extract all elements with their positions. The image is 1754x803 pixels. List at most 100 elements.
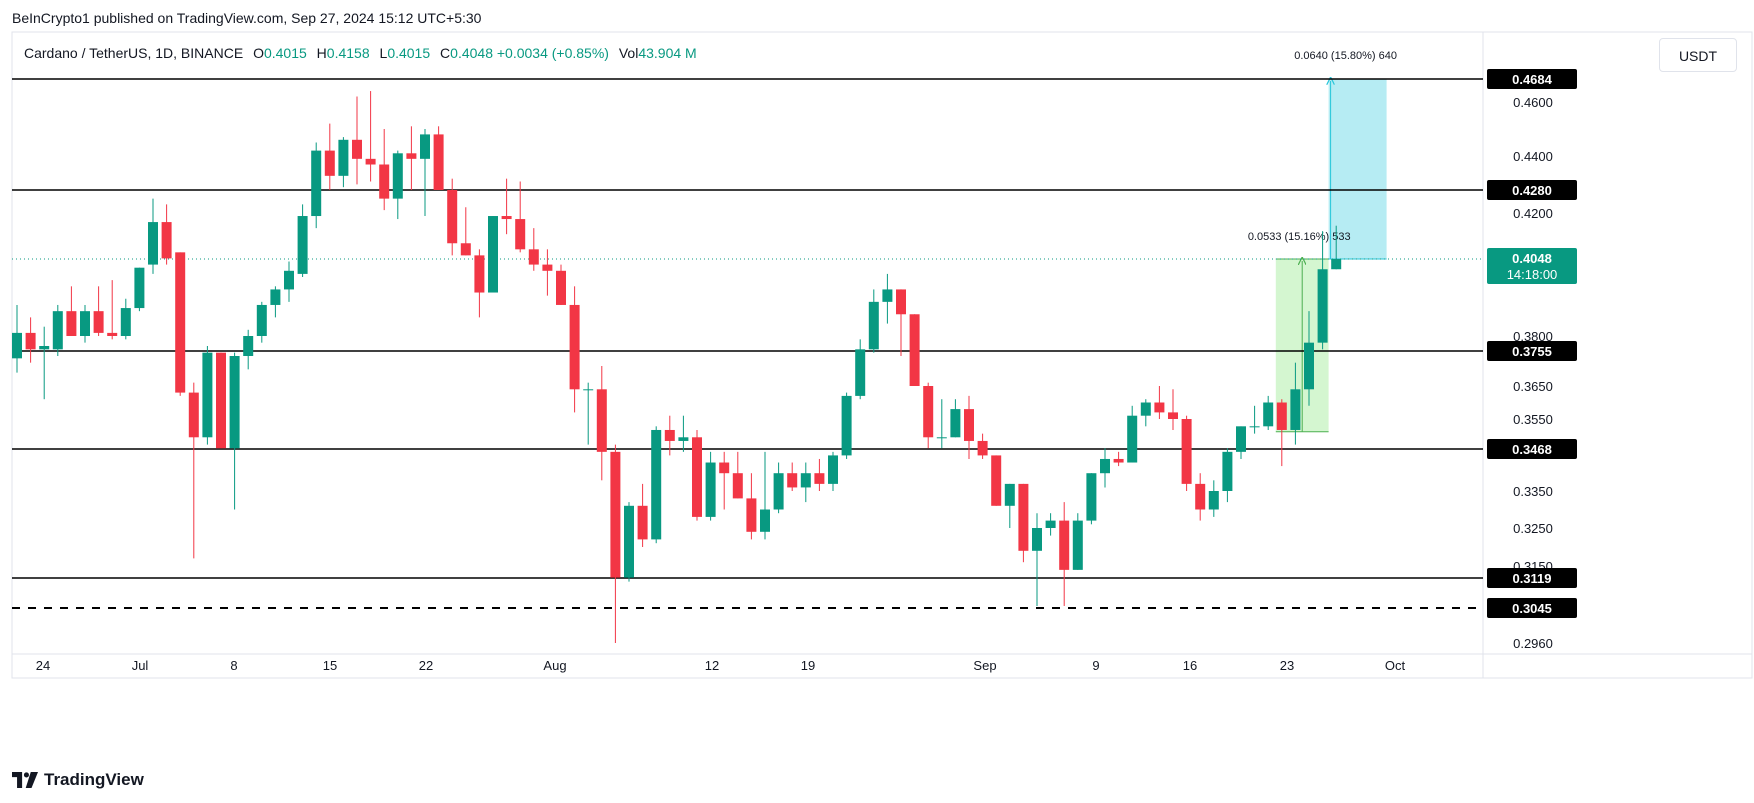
candle[interactable]	[243, 329, 254, 370]
candle[interactable]	[1168, 389, 1178, 430]
candle[interactable]	[760, 451, 770, 540]
candle[interactable]	[664, 415, 675, 456]
candle[interactable]	[1004, 483, 1015, 528]
candle[interactable]	[828, 451, 838, 491]
candle[interactable]	[365, 91, 376, 182]
candle[interactable]	[80, 304, 90, 343]
candle[interactable]	[1290, 362, 1301, 445]
candle[interactable]	[732, 451, 743, 499]
candle[interactable]	[610, 444, 621, 643]
candle[interactable]	[923, 382, 934, 449]
candle[interactable]	[583, 382, 594, 445]
candle[interactable]	[678, 415, 689, 452]
candle[interactable]	[379, 129, 390, 211]
candle[interactable]	[692, 429, 702, 521]
candle[interactable]	[420, 129, 430, 217]
candle[interactable]	[624, 502, 634, 582]
candle[interactable]	[270, 286, 281, 318]
candle[interactable]	[433, 126, 444, 190]
candle[interactable]	[1276, 399, 1287, 467]
candle[interactable]	[936, 399, 947, 449]
candle[interactable]	[406, 126, 417, 190]
candle[interactable]	[1331, 225, 1342, 270]
candle[interactable]	[746, 473, 757, 540]
candle[interactable]	[787, 462, 798, 491]
candle[interactable]	[719, 451, 730, 510]
candle[interactable]	[528, 228, 539, 271]
candle[interactable]	[1317, 231, 1328, 350]
candle[interactable]	[1086, 473, 1097, 525]
candle[interactable]	[1222, 448, 1233, 503]
candle[interactable]	[12, 304, 22, 373]
candle[interactable]	[1045, 513, 1056, 536]
candle[interactable]	[39, 326, 50, 400]
candle[interactable]	[855, 339, 866, 400]
candle[interactable]	[1154, 386, 1165, 419]
candle[interactable]	[1304, 311, 1314, 406]
candle[interactable]	[841, 392, 852, 459]
currency-button[interactable]: USDT	[1659, 38, 1737, 72]
candle[interactable]	[229, 352, 240, 510]
candle[interactable]	[1100, 448, 1110, 488]
candle[interactable]	[1072, 513, 1083, 570]
candle[interactable]	[1249, 405, 1260, 434]
candle[interactable]	[107, 280, 118, 340]
candle[interactable]	[800, 462, 811, 503]
candle[interactable]	[1113, 451, 1124, 467]
candle[interactable]	[651, 426, 662, 544]
candle[interactable]	[814, 458, 825, 491]
candle[interactable]	[1140, 399, 1151, 427]
candle[interactable]	[474, 249, 485, 318]
candle[interactable]	[134, 267, 145, 312]
candle[interactable]	[1018, 483, 1029, 563]
candle[interactable]	[52, 304, 63, 356]
candle[interactable]	[338, 137, 349, 188]
candle[interactable]	[637, 483, 648, 547]
candle[interactable]	[256, 301, 267, 343]
candle[interactable]	[991, 455, 1002, 506]
candle[interactable]	[460, 207, 471, 256]
candle[interactable]	[569, 286, 580, 413]
candle[interactable]	[1032, 513, 1042, 606]
candle[interactable]	[216, 352, 226, 449]
candle[interactable]	[515, 181, 526, 253]
candle[interactable]	[773, 462, 784, 514]
candle[interactable]	[93, 286, 104, 336]
candle[interactable]	[896, 289, 906, 356]
candle[interactable]	[501, 178, 512, 235]
candle[interactable]	[202, 346, 213, 445]
candle[interactable]	[1127, 405, 1138, 463]
candle[interactable]	[120, 298, 131, 340]
candle[interactable]	[324, 123, 335, 190]
candle[interactable]	[447, 178, 458, 256]
candle[interactable]	[1236, 426, 1246, 459]
candle[interactable]	[950, 399, 961, 438]
candle[interactable]	[705, 451, 716, 521]
candle[interactable]	[148, 198, 158, 274]
candle[interactable]	[488, 216, 498, 293]
candle[interactable]	[596, 366, 607, 481]
measure-range-cyan[interactable]	[1328, 79, 1387, 259]
candle[interactable]	[175, 252, 186, 396]
candle[interactable]	[1263, 395, 1274, 430]
candle[interactable]	[188, 382, 199, 559]
candle[interactable]	[1059, 502, 1070, 606]
candle[interactable]	[868, 289, 879, 353]
candle[interactable]	[1208, 480, 1219, 517]
candle[interactable]	[1181, 415, 1192, 491]
tradingview-brand[interactable]: TradingView	[12, 770, 144, 790]
candle[interactable]	[977, 433, 988, 459]
candle[interactable]	[964, 395, 974, 459]
candle[interactable]	[311, 142, 322, 229]
candle[interactable]	[909, 314, 920, 386]
candle[interactable]	[392, 150, 403, 220]
candle[interactable]	[352, 96, 362, 185]
candle[interactable]	[882, 273, 893, 324]
candle[interactable]	[25, 317, 36, 363]
candle[interactable]	[542, 249, 553, 296]
candle[interactable]	[556, 264, 566, 305]
candle[interactable]	[161, 204, 172, 265]
candle[interactable]	[1195, 473, 1206, 521]
candle[interactable]	[297, 204, 308, 278]
